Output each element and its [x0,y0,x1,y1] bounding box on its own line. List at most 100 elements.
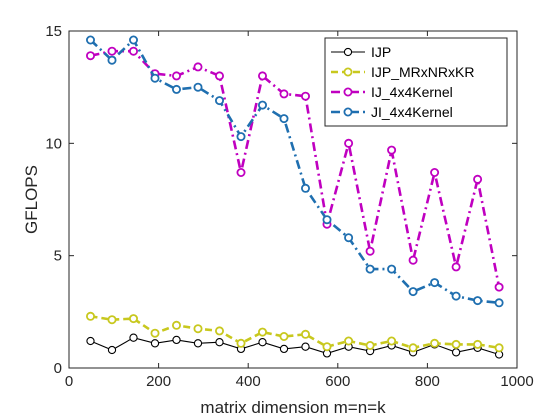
data-point [258,338,267,347]
x-tick-label: 200 [146,373,171,390]
data-point [300,183,310,193]
data-point [344,336,354,346]
data-point [107,315,117,325]
data-point [387,336,397,346]
data-point [344,233,354,243]
y-tick-label: 10 [45,135,62,152]
legend-label: JI_4x4Kernel [371,104,453,120]
data-point [172,335,181,345]
data-point [171,84,181,94]
data-point [430,167,440,177]
data-point [86,35,96,45]
data-point [279,114,289,124]
data-point [365,340,375,350]
data-point [171,320,181,330]
data-point [150,339,160,348]
data-point [430,278,440,288]
data-point [86,51,96,61]
data-point [257,100,267,110]
data-point [150,328,160,338]
data-point [365,264,375,274]
data-point [387,264,397,274]
data-point [171,71,181,81]
data-point [128,35,138,45]
data-point [300,329,310,339]
data-point [494,343,504,353]
legend-entry: IJP_MRxNRxKR [331,64,474,80]
data-point [236,338,246,348]
series-IJP_MRxNRxKR [86,311,504,353]
data-point [430,338,440,348]
y-tick-label: 15 [45,23,62,40]
data-point [279,89,289,99]
legend-marker [343,87,353,97]
legend-label: IJP_MRxNRxKR [371,64,474,80]
legend-entry: JI_4x4Kernel [331,104,453,120]
legend-marker [343,47,353,57]
data-point [451,262,461,272]
data-point [86,311,96,321]
legend-entry: IJ_4x4Kernel [331,84,453,100]
data-point [279,344,289,354]
data-point [193,324,203,334]
data-point [215,338,224,347]
series-IJ_4x4Kernel [86,46,504,292]
data-point [344,138,354,148]
data-point [473,339,483,349]
data-point [107,55,117,65]
data-point [473,174,483,184]
series-IJP [86,333,504,359]
data-point [214,96,224,106]
data-point [128,46,138,56]
data-point [214,71,224,81]
legend-entry: IJP [331,44,391,60]
legend-marker [343,107,353,117]
data-point [451,339,461,349]
plot-area [86,35,504,359]
series-JI_4x4Kernel [86,35,504,308]
legend-marker [343,67,353,77]
legend: IJP IJP_MRxNRxKR IJ_4x4Kernel JI_4x4Kernel [324,37,508,127]
x-tick-label: 400 [236,373,261,390]
data-point [451,348,461,357]
data-point [193,82,203,92]
x-tick-label: 800 [415,373,440,390]
y-axis-label: GFLOPS [22,165,41,234]
data-point [494,298,504,308]
data-point [128,314,138,324]
data-point [322,342,332,352]
data-point [107,345,117,355]
y-tick-label: 5 [54,248,62,265]
data-point [86,336,95,346]
axes: 0 200 400 600 800 1000 0 5 10 15 matrix dimension … [22,23,534,417]
data-point [408,255,418,265]
y-tick-label: 0 [54,360,62,377]
data-point [193,62,203,72]
data-point [322,215,332,225]
x-tick-label: 0 [65,373,73,390]
x-tick-label: 1000 [500,373,533,390]
data-point [236,167,246,177]
x-axis-label: matrix dimension m=n=k [200,398,386,417]
data-point [365,246,375,256]
data-point [150,73,160,83]
axes-box [68,30,518,369]
data-point [408,287,418,297]
legend-label: IJ_4x4Kernel [371,84,453,100]
data-point [473,296,483,306]
data-point [193,339,203,348]
data-point [494,282,504,292]
data-point [236,132,246,142]
data-point [408,343,418,353]
x-tick-label: 600 [325,373,350,390]
data-point [300,91,310,101]
data-point [451,291,461,301]
data-point [129,333,138,342]
data-point [257,71,267,81]
data-point [214,326,224,336]
data-point [387,145,397,155]
data-point [279,331,289,341]
data-point [107,46,117,56]
data-point [257,327,267,337]
